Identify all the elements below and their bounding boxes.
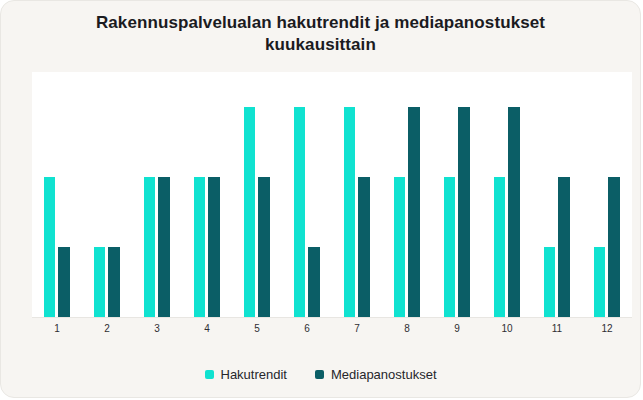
- bar-hakutrendit-month-2: [94, 247, 105, 317]
- bar-mediapanostukset-month-3: [158, 177, 170, 317]
- bar-group-month-1: [32, 72, 82, 317]
- chart-title: Rakennuspalvelualan hakutrendit ja media…: [51, 12, 591, 56]
- bar-mediapanostukset-month-10: [508, 107, 520, 317]
- x-tick-label-2: 2: [82, 323, 132, 334]
- x-tick-label-11: 11: [532, 323, 582, 334]
- bar-hakutrendit-month-9: [444, 177, 455, 317]
- bar-hakutrendit-month-6: [294, 107, 305, 317]
- bar-hakutrendit-month-8: [394, 177, 405, 317]
- x-tick-label-8: 8: [382, 323, 432, 334]
- bar-group-month-10: [482, 72, 532, 317]
- bar-group-month-4: [182, 72, 232, 317]
- bar-hakutrendit-month-7: [344, 107, 355, 317]
- bar-group-month-7: [332, 72, 382, 317]
- x-tick-label-10: 10: [482, 323, 532, 334]
- legend-swatch-icon: [315, 370, 324, 379]
- bar-hakutrendit-month-12: [594, 247, 605, 317]
- bar-mediapanostukset-month-7: [358, 177, 370, 317]
- bar-mediapanostukset-month-8: [408, 107, 420, 317]
- x-tick-label-12: 12: [582, 323, 632, 334]
- x-tick-label-4: 4: [182, 323, 232, 334]
- bar-mediapanostukset-month-4: [208, 177, 220, 317]
- bar-mediapanostukset-month-11: [558, 177, 570, 317]
- bar-mediapanostukset-month-1: [58, 247, 70, 317]
- bar-mediapanostukset-month-2: [108, 247, 120, 317]
- bar-mediapanostukset-month-6: [308, 247, 320, 317]
- bar-hakutrendit-month-3: [144, 177, 155, 317]
- bar-hakutrendit-month-1: [44, 177, 55, 317]
- bar-group-month-11: [532, 72, 582, 317]
- x-axis-labels: 123456789101112: [32, 323, 632, 334]
- bar-group-month-2: [82, 72, 132, 317]
- bar-hakutrendit-month-11: [544, 247, 555, 317]
- x-tick-label-9: 9: [432, 323, 482, 334]
- legend-label: Mediapanostukset: [331, 367, 437, 382]
- chart-card: Rakennuspalvelualan hakutrendit ja media…: [0, 0, 641, 398]
- x-tick-label-5: 5: [232, 323, 282, 334]
- x-tick-label-6: 6: [282, 323, 332, 334]
- bar-mediapanostukset-month-12: [608, 177, 620, 317]
- bar-hakutrendit-month-5: [244, 107, 255, 317]
- legend-item-hakutrendit[interactable]: Hakutrendit: [205, 367, 287, 382]
- legend-swatch-icon: [205, 370, 214, 379]
- bar-group-month-8: [382, 72, 432, 317]
- bar-group-month-3: [132, 72, 182, 317]
- bar-group-month-6: [282, 72, 332, 317]
- legend-label: Hakutrendit: [221, 367, 287, 382]
- bar-hakutrendit-month-10: [494, 177, 505, 317]
- bar-mediapanostukset-month-9: [458, 107, 470, 317]
- bar-group-month-12: [582, 72, 632, 317]
- legend-item-mediapanostukset[interactable]: Mediapanostukset: [315, 367, 437, 382]
- x-tick-label-1: 1: [32, 323, 82, 334]
- x-tick-label-7: 7: [332, 323, 382, 334]
- bar-mediapanostukset-month-5: [258, 177, 270, 317]
- bar-group-month-5: [232, 72, 282, 317]
- legend: Hakutrendit Mediapanostukset: [1, 367, 640, 382]
- plot-area: [32, 72, 632, 318]
- bar-hakutrendit-month-4: [194, 177, 205, 317]
- bar-group-month-9: [432, 72, 482, 317]
- x-tick-label-3: 3: [132, 323, 182, 334]
